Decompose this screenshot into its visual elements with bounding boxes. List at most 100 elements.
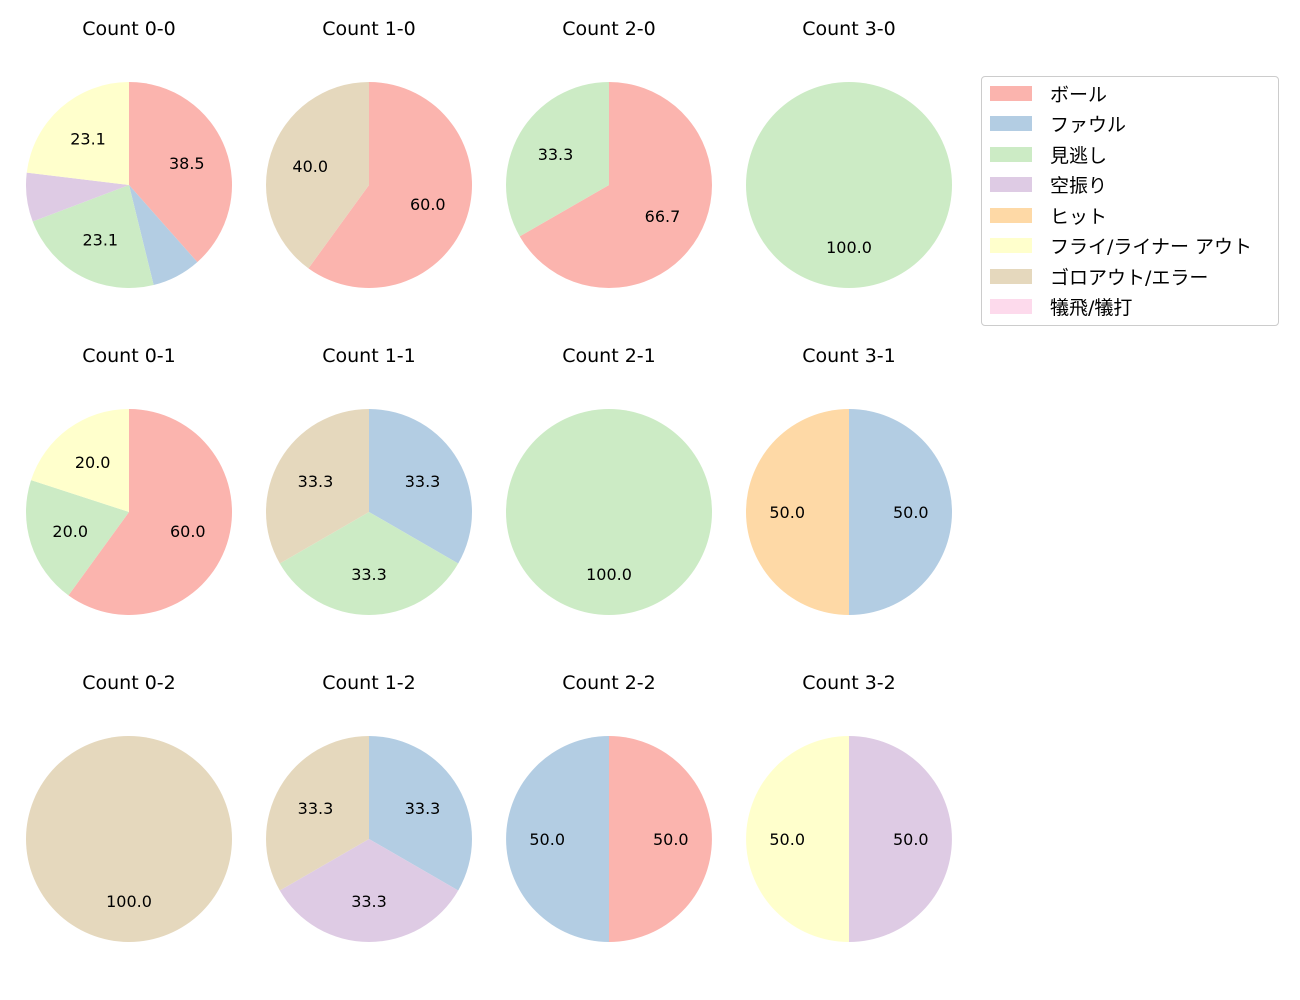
legend-swatch — [990, 207, 1032, 223]
legend-label: 見逃し — [1050, 144, 1108, 167]
pie-slice — [32, 185, 154, 288]
pie-chart: Count 2-2 50.0 50.0 — [506, 672, 712, 942]
pie-slice — [369, 736, 472, 891]
pie-chart: Count 0-1 60.0 20.0 20.0 — [26, 345, 233, 616]
pie-slice — [26, 480, 129, 596]
legend-item: 犠飛/犠打 — [990, 296, 1133, 319]
pie-slice-label: 20.0 — [52, 522, 88, 541]
pie-title: Count 0-0 — [82, 18, 176, 40]
pie-slice-label: 23.1 — [70, 130, 106, 149]
pie-slice — [609, 736, 712, 942]
legend-label: 空振り — [1050, 175, 1108, 197]
pie-title: Count 3-1 — [802, 345, 896, 367]
pie-slice — [746, 82, 952, 288]
pie-chart: Count 3-0 100.0 — [746, 18, 952, 288]
pie-title: Count 2-2 — [562, 672, 656, 694]
pie-title: Count 2-0 — [562, 18, 656, 40]
pie-slice-label: 100.0 — [586, 565, 632, 584]
legend-item: ファウル — [990, 113, 1127, 136]
pie-slice-label: 33.3 — [298, 799, 334, 818]
pie-slice — [31, 409, 129, 512]
pie-chart: Count 1-0 60.0 40.0 — [266, 18, 473, 288]
legend-item: ゴロアウト/エラー — [990, 265, 1209, 289]
pie-slice — [26, 82, 130, 185]
legend-swatch — [990, 85, 1032, 101]
pie-slice — [369, 409, 472, 564]
legend-label: ヒット — [1050, 205, 1108, 228]
pie-slice-label: 38.5 — [169, 154, 205, 173]
pie-slice-label: 50.0 — [893, 830, 929, 849]
legend-item: フライ/ライナー アウト — [990, 235, 1253, 258]
pie-slice-label: 20.0 — [75, 453, 111, 472]
pie-title: Count 1-0 — [322, 18, 416, 40]
legend-swatch — [990, 146, 1032, 162]
pie-chart: Count 0-2 100.0 — [26, 672, 232, 942]
pie-title: Count 0-2 — [82, 672, 176, 694]
legend-swatch — [990, 116, 1032, 131]
legend-item: 見逃し — [990, 143, 1108, 167]
pie-slice-label: 23.1 — [82, 231, 118, 250]
pie-slice — [266, 409, 369, 564]
legend-label: ゴロアウト/エラー — [1050, 266, 1209, 289]
pie-slice — [746, 736, 849, 942]
legend-swatch — [990, 177, 1032, 192]
legend-label: フライ/ライナー アウト — [1050, 236, 1253, 258]
pie-title: Count 0-1 — [82, 345, 176, 367]
pie-chart: Count 1-2 33.3 33.3 33.3 — [266, 672, 472, 942]
pie-slice — [26, 736, 232, 942]
pie-chart: Count 3-1 50.0 50.0 — [746, 345, 952, 615]
pie-slice-label: 50.0 — [769, 503, 805, 522]
pie-slice — [746, 409, 849, 615]
legend-label: ファウル — [1050, 114, 1127, 136]
pie-slice — [519, 82, 712, 288]
legend-label: ボール — [1050, 83, 1108, 106]
pie-slice-label: 33.3 — [351, 565, 387, 584]
legend: ボール ファウル 見逃し 空振り ヒット フライ/ライナー アウト ゴロアウト/… — [981, 76, 1279, 326]
pie-slice — [25, 172, 129, 222]
pie-slice-label: 33.3 — [538, 145, 574, 164]
pie-slice — [506, 736, 609, 942]
pie-slice-label: 33.3 — [405, 472, 441, 491]
pie-chart: Count 3-2 50.0 50.0 — [746, 672, 952, 942]
pie-slice — [506, 82, 609, 237]
pie-slice-label: 50.0 — [529, 830, 565, 849]
pie-slice — [506, 409, 712, 615]
pie-slice — [266, 82, 369, 269]
pie-slice — [308, 82, 473, 288]
legend-item: 空振り — [990, 174, 1108, 197]
pie-title: Count 3-0 — [802, 18, 896, 40]
pie-slice — [129, 185, 198, 286]
legend-swatch — [990, 268, 1032, 284]
pie-title: Count 2-1 — [562, 345, 656, 367]
legend-item: ボール — [990, 82, 1108, 106]
pie-slice-label: 50.0 — [653, 830, 689, 849]
legend-label: 犠飛/犠打 — [1050, 297, 1133, 319]
legend-swatch — [990, 238, 1032, 253]
pie-title: Count 3-2 — [802, 672, 896, 694]
pie-slice — [849, 736, 952, 942]
pie-slice — [266, 736, 369, 891]
pie-slice — [129, 82, 233, 263]
pie-title: Count 1-2 — [322, 672, 416, 694]
pie-slice-label: 100.0 — [826, 238, 872, 257]
pie-slice — [68, 409, 233, 616]
legend-item: ヒット — [990, 204, 1108, 228]
pie-slice-label: 100.0 — [106, 892, 152, 911]
pie-slice-label: 60.0 — [170, 522, 206, 541]
pie-slice-label: 50.0 — [893, 503, 929, 522]
pie-slice-label: 60.0 — [410, 195, 446, 214]
pie-chart: Count 0-0 38.5 23.1 23.1 — [25, 18, 233, 288]
pie-slice-label: 33.3 — [298, 472, 334, 491]
pie-chart: Count 1-1 33.3 33.3 33.3 — [266, 345, 472, 615]
pie-slice-label: 40.0 — [292, 157, 328, 176]
pie-slice-label: 33.3 — [351, 892, 387, 911]
pie-title: Count 1-1 — [322, 345, 416, 367]
pie-slice-label: 66.7 — [645, 207, 681, 226]
pie-slice — [849, 409, 952, 615]
pie-slice-label: 50.0 — [769, 830, 805, 849]
pie-slice-label: 33.3 — [405, 799, 441, 818]
pie-chart: Count 2-0 66.7 33.3 — [506, 18, 712, 288]
pie-chart: Count 2-1 100.0 — [506, 345, 712, 615]
legend-swatch — [990, 299, 1032, 314]
